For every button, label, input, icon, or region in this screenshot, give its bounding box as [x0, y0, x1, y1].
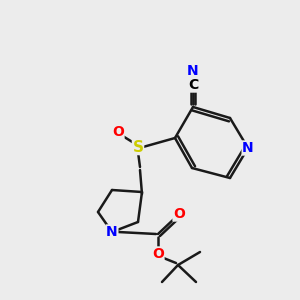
Text: O: O — [112, 125, 124, 139]
Text: N: N — [187, 64, 199, 78]
Text: O: O — [152, 247, 164, 261]
Text: O: O — [173, 207, 185, 221]
Text: N: N — [106, 225, 118, 239]
Text: C: C — [188, 78, 198, 92]
Text: N: N — [242, 141, 254, 155]
Text: S: S — [133, 140, 143, 154]
